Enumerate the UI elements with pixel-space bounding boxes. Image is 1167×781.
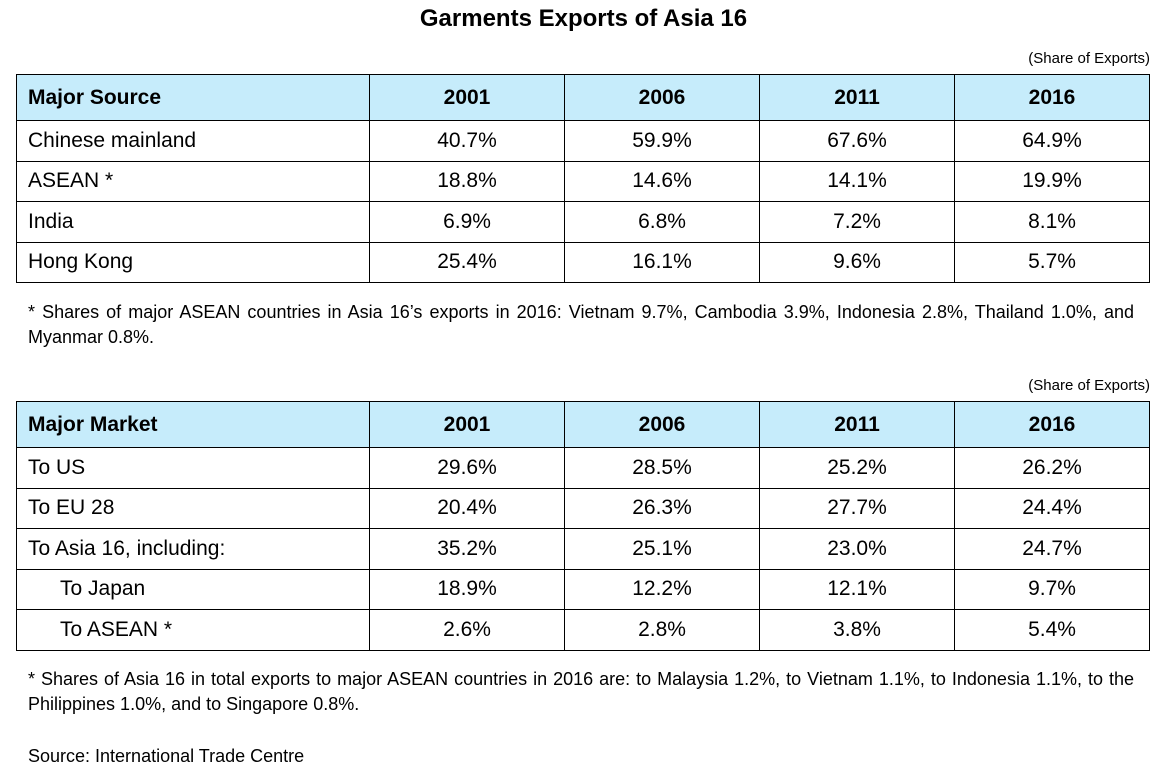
row-label: To US xyxy=(16,447,370,489)
row-label: India xyxy=(16,201,370,243)
table-row: India 6.9% 6.8% 7.2% 8.1% xyxy=(16,201,1150,243)
table-cell: 6.9% xyxy=(369,201,565,243)
table-cell: 12.2% xyxy=(564,568,760,610)
table-cell: 2.8% xyxy=(564,609,760,651)
unit-label-market-table: (Share of Exports) xyxy=(1028,377,1150,394)
column-header: 2016 xyxy=(954,74,1150,121)
table-row: To EU 28 20.4% 26.3% 27.7% 24.4% xyxy=(16,487,1150,529)
table-cell: 25.2% xyxy=(759,447,955,489)
footnote-market-table: * Shares of Asia 16 in total exports to … xyxy=(28,669,1134,714)
table-cell: 14.1% xyxy=(759,160,955,202)
table-cell: 20.4% xyxy=(369,487,565,529)
row-label: Chinese mainland xyxy=(16,120,370,162)
table-cell: 6.8% xyxy=(564,201,760,243)
column-header: 2001 xyxy=(369,401,565,448)
row-label: To ASEAN * xyxy=(16,609,370,651)
table-row: To ASEAN * 2.6% 2.8% 3.8% 5.4% xyxy=(16,609,1150,651)
table-cell: 16.1% xyxy=(564,241,760,283)
table-cell: 67.6% xyxy=(759,120,955,162)
table-row: To Asia 16, including: 35.2% 25.1% 23.0%… xyxy=(16,528,1150,570)
table-cell: 59.9% xyxy=(564,120,760,162)
column-header: 2016 xyxy=(954,401,1150,448)
table-cell: 29.6% xyxy=(369,447,565,489)
table-cell: 28.5% xyxy=(564,447,760,489)
table-cell: 18.9% xyxy=(369,568,565,610)
footnote-source-table: * Shares of major ASEAN countries in Asi… xyxy=(28,302,1134,347)
table-cell: 5.4% xyxy=(954,609,1150,651)
table-cell: 12.1% xyxy=(759,568,955,610)
table-cell: 5.7% xyxy=(954,241,1150,283)
column-header: 2006 xyxy=(564,74,760,121)
table-cell: 64.9% xyxy=(954,120,1150,162)
row-label: Hong Kong xyxy=(16,241,370,283)
column-header: 2011 xyxy=(759,401,955,448)
table-cell: 9.6% xyxy=(759,241,955,283)
column-header: 2011 xyxy=(759,74,955,121)
table-header-row: Major Market 2001 2006 2011 2016 xyxy=(16,401,1150,448)
page-title: Garments Exports of Asia 16 xyxy=(419,5,748,32)
table-row: Hong Kong 25.4% 16.1% 9.6% 5.7% xyxy=(16,241,1150,283)
row-label: To EU 28 xyxy=(16,487,370,529)
table-row: To Japan 18.9% 12.2% 12.1% 9.7% xyxy=(16,568,1150,610)
table-cell: 25.1% xyxy=(564,528,760,570)
table-cell: 35.2% xyxy=(369,528,565,570)
table-header-row: Major Source 2001 2006 2011 2016 xyxy=(16,74,1150,121)
row-label: ASEAN * xyxy=(16,160,370,202)
row-label: To Japan xyxy=(16,568,370,610)
table-cell: 26.3% xyxy=(564,487,760,529)
table-cell: 14.6% xyxy=(564,160,760,202)
table-cell: 26.2% xyxy=(954,447,1150,489)
table-cell: 19.9% xyxy=(954,160,1150,202)
major-market-table: Major Market 2001 2006 2011 2016 To US 2… xyxy=(16,401,1150,651)
table-cell: 23.0% xyxy=(759,528,955,570)
table-cell: 7.2% xyxy=(759,201,955,243)
table-cell: 18.8% xyxy=(369,160,565,202)
table-cell: 25.4% xyxy=(369,241,565,283)
column-header: Major Source xyxy=(16,74,370,121)
row-label: To Asia 16, including: xyxy=(16,528,370,570)
table-row: ASEAN * 18.8% 14.6% 14.1% 19.9% xyxy=(16,160,1150,202)
source-note: Source: International Trade Centre xyxy=(28,746,305,766)
table-cell: 3.8% xyxy=(759,609,955,651)
table-cell: 9.7% xyxy=(954,568,1150,610)
table-row: Chinese mainland 40.7% 59.9% 67.6% 64.9% xyxy=(16,120,1150,162)
table-cell: 2.6% xyxy=(369,609,565,651)
table-cell: 27.7% xyxy=(759,487,955,529)
table-cell: 24.7% xyxy=(954,528,1150,570)
column-header: Major Market xyxy=(16,401,370,448)
major-source-table: Major Source 2001 2006 2011 2016 Chinese… xyxy=(16,74,1150,283)
unit-label-source-table: (Share of Exports) xyxy=(1028,50,1150,67)
column-header: 2006 xyxy=(564,401,760,448)
table-cell: 40.7% xyxy=(369,120,565,162)
table-cell: 8.1% xyxy=(954,201,1150,243)
column-header: 2001 xyxy=(369,74,565,121)
table-cell: 24.4% xyxy=(954,487,1150,529)
table-row: To US 29.6% 28.5% 25.2% 26.2% xyxy=(16,447,1150,489)
